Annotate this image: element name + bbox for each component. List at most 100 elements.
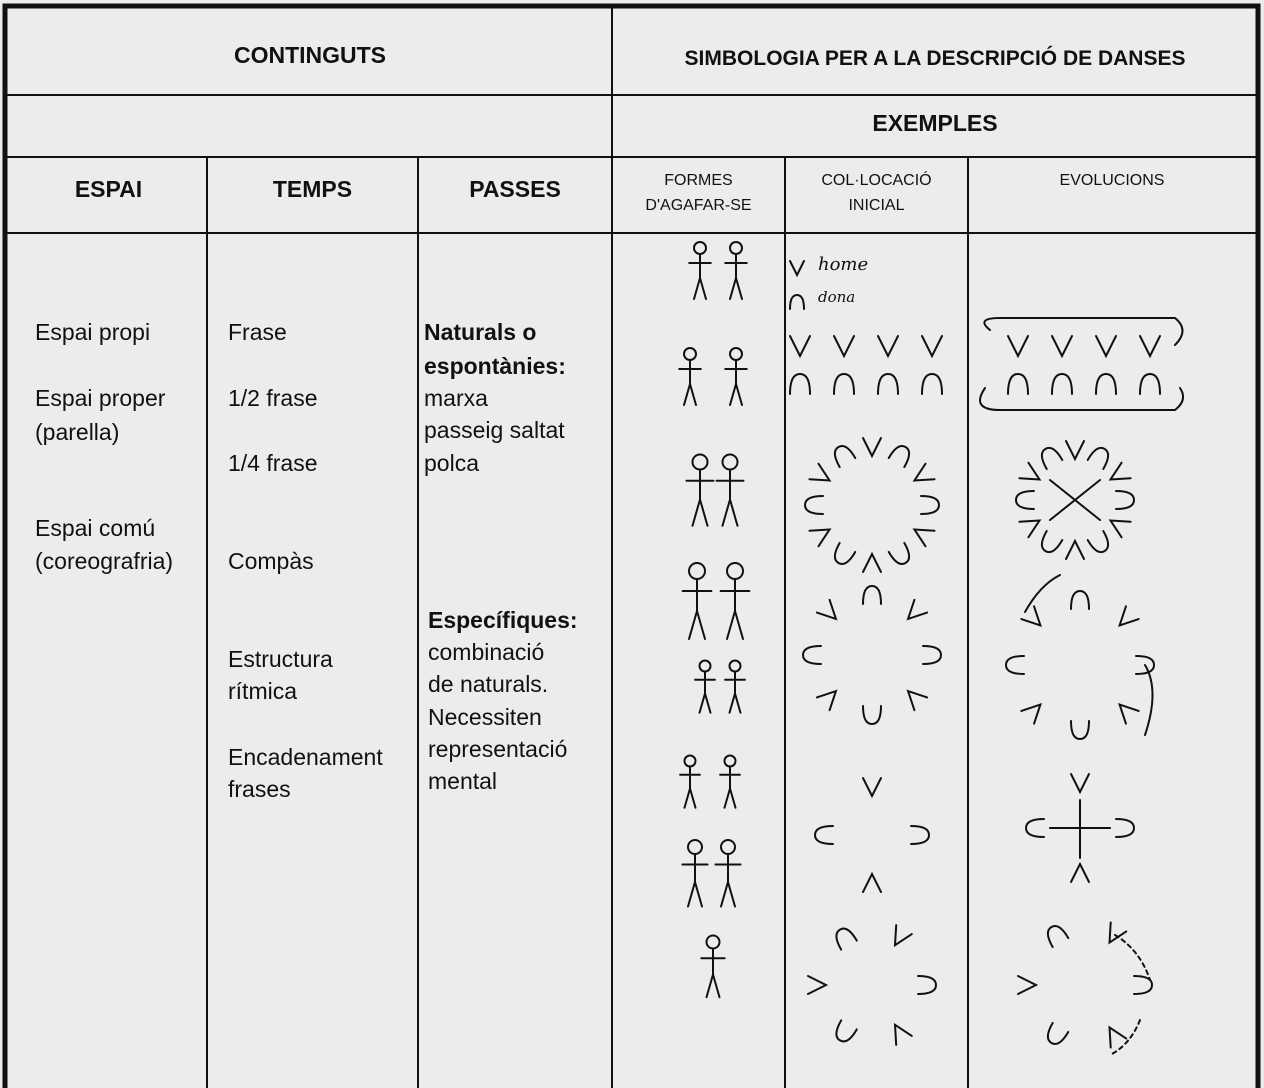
- header-symbology: SIMBOLOGIA PER A LA DESCRIPCIÓ DE DANSES: [684, 47, 1186, 70]
- woman-symbol: [1046, 1021, 1070, 1046]
- cell-text: Compàs: [228, 548, 314, 574]
- cell-text: Espai proper: [35, 385, 166, 411]
- woman-symbol: [910, 825, 931, 845]
- figure-head: [728, 659, 742, 673]
- figure-head: [729, 241, 743, 255]
- man-symbol: [862, 437, 882, 459]
- cell-text: (parella): [35, 419, 120, 445]
- figure-head: [720, 839, 736, 855]
- man-symbol: [1018, 519, 1042, 539]
- figure-body: [685, 468, 715, 527]
- figure-head: [693, 241, 707, 255]
- man-symbol: [912, 528, 936, 548]
- cell-text: marxa: [424, 385, 488, 411]
- cell-text: Frase: [228, 319, 287, 345]
- man-symbol: [1108, 461, 1132, 481]
- woman-symbol: [813, 825, 834, 845]
- man-symbol: [1018, 461, 1042, 481]
- cell-text: Necessiten: [428, 704, 542, 730]
- man-symbol: [1007, 335, 1029, 359]
- man-symbol: [862, 777, 882, 799]
- woman-symbol: [1046, 924, 1070, 949]
- woman-symbol: [1133, 975, 1154, 995]
- cell-text: 1/4 frase: [228, 450, 318, 476]
- man-symbol: [807, 975, 829, 995]
- figure-body: [724, 670, 746, 714]
- man-symbol: [789, 335, 811, 359]
- man-symbol: [1118, 605, 1140, 627]
- cell-text: Naturals o: [424, 319, 537, 345]
- man-symbol: [912, 462, 936, 482]
- figure-body: [681, 853, 709, 908]
- cell-text: mental: [428, 768, 498, 794]
- figure-body: [724, 359, 748, 406]
- woman-symbol: [801, 645, 822, 665]
- figure-body: [694, 670, 716, 714]
- man-symbol: [1020, 605, 1042, 627]
- woman-symbol: [833, 541, 857, 566]
- man-symbol: [1020, 703, 1042, 725]
- man-symbol: [1065, 440, 1085, 462]
- legend-text: dona: [818, 288, 856, 306]
- woman-symbol: [1007, 372, 1029, 395]
- col-header: COL·LOCACIÓ INICIAL: [785, 168, 968, 218]
- col-header-line: D'AGAFAR-SE: [645, 197, 752, 214]
- woman-symbol: [1086, 530, 1110, 554]
- woman-symbol: [1024, 818, 1045, 838]
- figure-body: [719, 578, 751, 640]
- cell-text: espontànies:: [424, 353, 566, 379]
- woman-symbol: [803, 495, 824, 515]
- cell-text: rítmica: [228, 678, 297, 704]
- col-header: ESPAI: [74, 176, 143, 202]
- figure-head: [723, 754, 737, 768]
- woman-symbol: [1004, 655, 1025, 675]
- header-examples: EXEMPLES: [872, 110, 998, 136]
- cell-text: polca: [424, 450, 479, 476]
- man-symbol: [815, 689, 838, 712]
- man-symbol: [1139, 335, 1161, 359]
- figure-head: [691, 453, 709, 471]
- evolution-arrow: [1049, 479, 1101, 521]
- cell-text: Estructura: [228, 646, 333, 672]
- woman-symbol: [833, 372, 855, 395]
- figure-body: [700, 947, 726, 999]
- woman-symbol: [1070, 720, 1090, 741]
- man-symbol: [1118, 703, 1140, 725]
- man-symbol: [1070, 773, 1090, 795]
- woman-symbol: [1070, 589, 1090, 610]
- figure-head: [687, 839, 703, 855]
- man-symbol: [1017, 975, 1039, 995]
- woman-symbol: [1086, 446, 1110, 470]
- figure-body: [715, 468, 745, 527]
- woman-symbol: [887, 444, 911, 469]
- man-symbol: [1095, 335, 1117, 359]
- figure-head: [729, 347, 743, 361]
- man-symbol: [1070, 861, 1090, 883]
- drawings: [678, 241, 1185, 1056]
- legend-text: home: [818, 254, 869, 275]
- col-header: TEMPS: [272, 176, 353, 202]
- figure-head: [688, 562, 706, 580]
- figure-head: [726, 562, 744, 580]
- woman-symbol: [1135, 655, 1156, 675]
- woman-symbol: [862, 705, 882, 726]
- figure-head: [721, 453, 739, 471]
- man-symbol: [815, 598, 838, 621]
- evolution-arrow: [1024, 574, 1154, 736]
- woman-symbol: [835, 927, 858, 951]
- man-symbol: [1108, 519, 1132, 539]
- cell-text: 1/2 frase: [228, 385, 318, 411]
- cell-text: Espai propi: [35, 319, 151, 345]
- man-symbol: [808, 528, 832, 548]
- cell-text: Específiques:: [428, 607, 578, 633]
- cell-text: representació: [428, 736, 568, 762]
- man-symbol: [906, 689, 929, 712]
- col-header-line: COL·LOCACIÓ: [821, 172, 932, 189]
- man-symbol: [893, 1022, 913, 1046]
- col-header: EVOLUCIONS: [1059, 172, 1165, 189]
- man-symbol: [789, 260, 805, 278]
- man-symbol: [877, 335, 899, 359]
- man-symbol: [1108, 1025, 1128, 1049]
- evolution-arrow: [979, 317, 1185, 411]
